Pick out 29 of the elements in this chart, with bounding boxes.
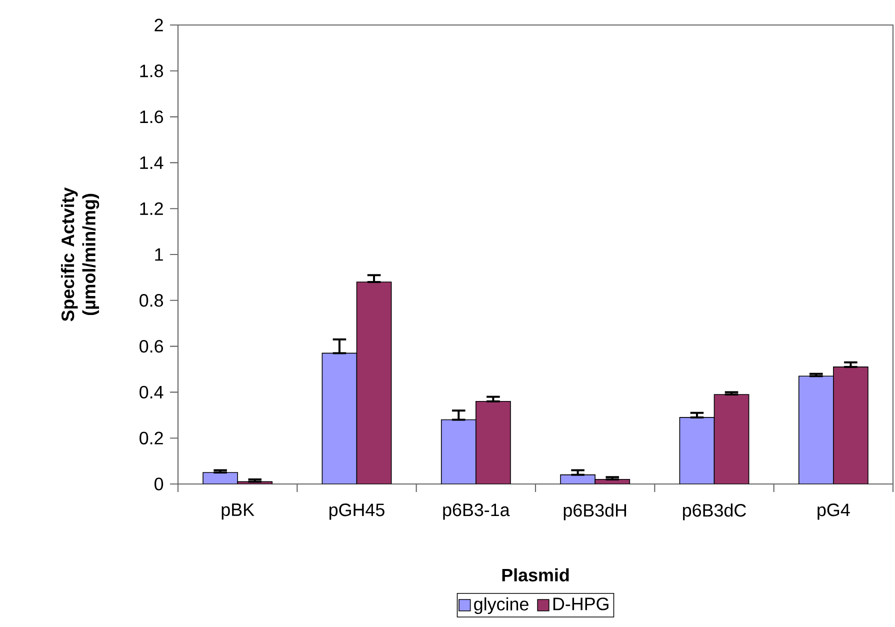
y-tick-label: 0.4 <box>140 386 164 399</box>
bar <box>798 376 834 484</box>
y-tick-label: 0.6 <box>140 340 163 353</box>
x-tick-label: pBK <box>222 504 254 520</box>
x-tick-label: pGH45 <box>329 504 384 520</box>
y-tick-label: 1.8 <box>140 64 163 78</box>
legend-label: D-HPG <box>553 598 608 610</box>
legend-label: glycine <box>474 597 528 614</box>
bar <box>356 282 392 484</box>
x-axis-title: Plasmid <box>502 568 569 582</box>
x-tick-label: p6B3-1a <box>443 504 510 520</box>
bar <box>714 394 750 484</box>
y-tick-label: 2 <box>154 18 163 32</box>
y-tick-label: 1.4 <box>140 156 164 169</box>
x-tick-label: p6B3dC <box>682 504 746 520</box>
y-tick-label: 1 <box>155 248 163 261</box>
bar <box>476 400 511 484</box>
y-tick-label: 0.8 <box>140 294 163 307</box>
bar <box>679 417 715 484</box>
bar <box>322 352 358 484</box>
y-tick-label: 0.2 <box>140 432 163 444</box>
x-tick-label: p6B3dH <box>564 504 626 520</box>
bar <box>440 419 476 484</box>
bar <box>833 366 868 484</box>
x-tick-label: pG4 <box>818 504 850 520</box>
y-axis-title: Specific Actvity (µmol/min/mg) <box>61 187 100 322</box>
y-tick-label: 1.6 <box>140 110 163 124</box>
y-tick-label: 0 <box>154 478 164 490</box>
y-tick-label: 1.2 <box>140 202 163 215</box>
